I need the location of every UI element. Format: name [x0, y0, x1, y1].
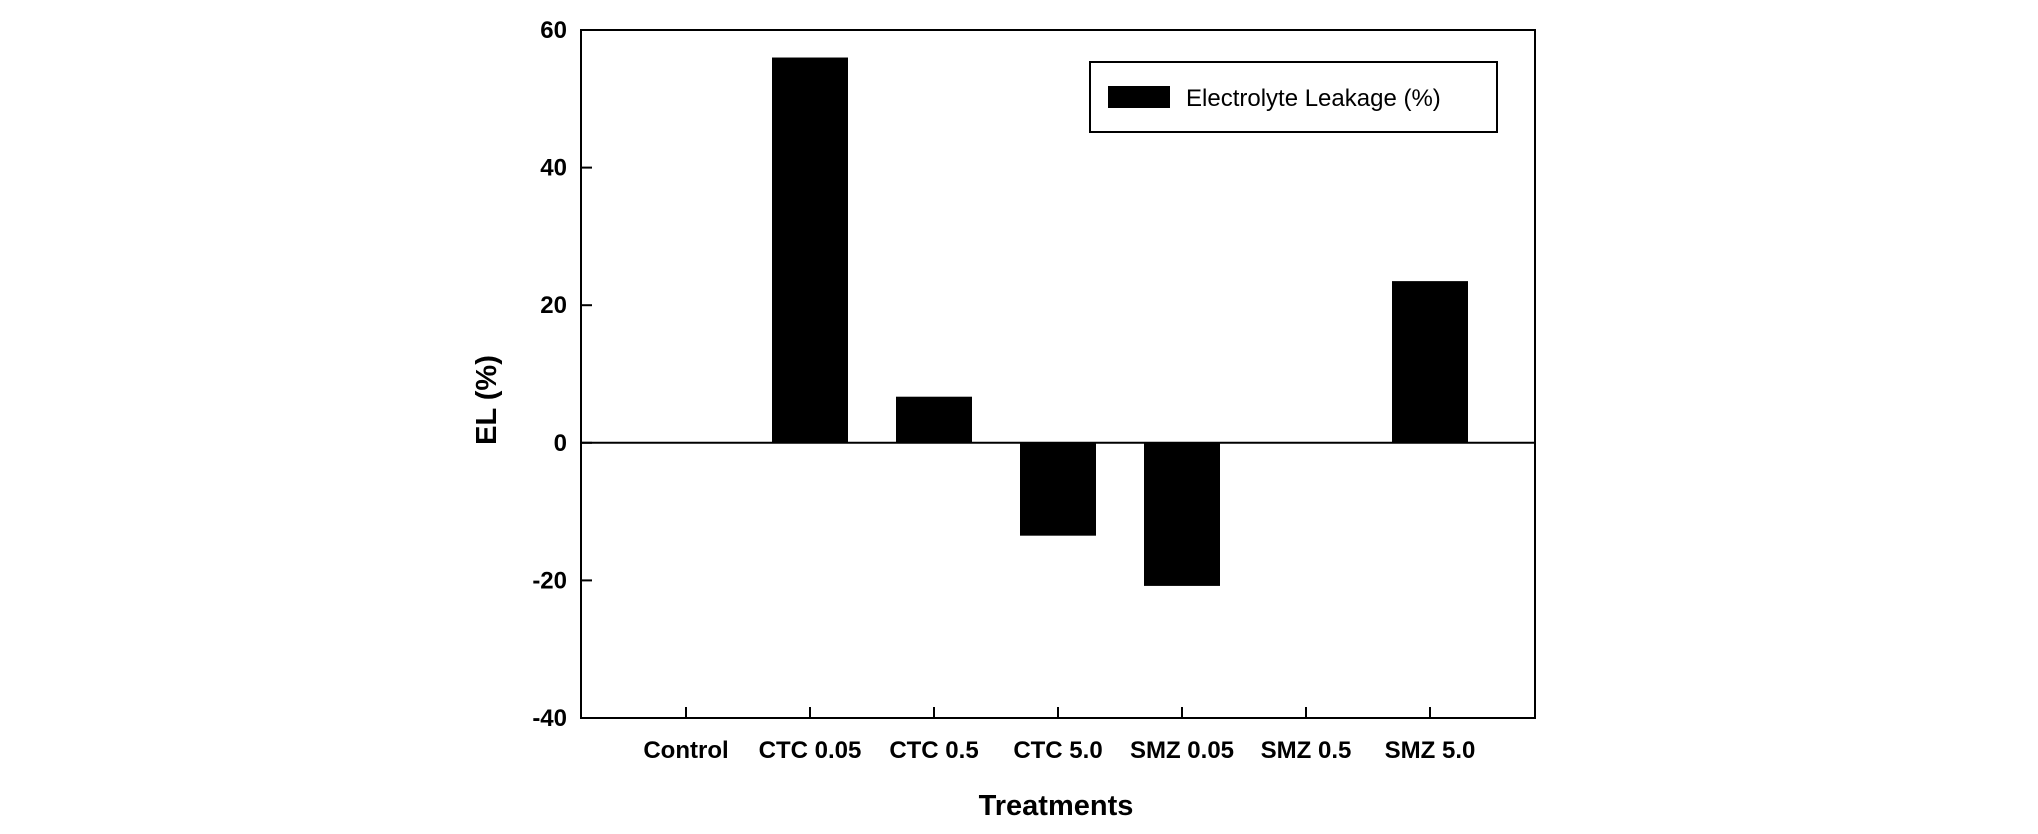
plot-area-frame — [580, 29, 1536, 719]
y-tick-label: 0 — [554, 430, 567, 457]
x-tick-label: SMZ 5.0 — [1385, 737, 1476, 764]
x-tick-label: SMZ 0.05 — [1130, 737, 1234, 764]
y-axis: -40 -20 0 20 40 60 — [532, 17, 592, 732]
y-tick-label: -40 — [532, 705, 567, 732]
plot-frame-layer — [580, 29, 1536, 719]
legend-label: Electrolyte Leakage (%) — [1186, 85, 1441, 112]
y-axis-title: EL (%) — [471, 355, 503, 445]
x-tick-label: CTC 0.05 — [759, 737, 862, 764]
legend-swatch — [1108, 86, 1170, 108]
bar-ctc-0-5 — [896, 396, 972, 443]
bar-ctc-0-05 — [772, 57, 848, 443]
bars-layer — [772, 57, 1468, 586]
x-tick-label: SMZ 0.5 — [1261, 737, 1352, 764]
y-tick-label: -20 — [532, 567, 567, 594]
x-axis-title: Treatments — [979, 790, 1134, 822]
legend: Electrolyte Leakage (%) — [1089, 61, 1498, 133]
bar-ctc-5-0 — [1020, 442, 1096, 536]
x-axis: Control CTC 0.05 CTC 0.5 CTC 5.0 SMZ 0.05 SMZ… — [643, 707, 1475, 764]
y-tick-label: 20 — [540, 292, 567, 319]
y-tick-label: 40 — [540, 155, 567, 182]
bar-smz-5-0 — [1392, 281, 1468, 443]
x-tick-label: Control — [643, 737, 728, 764]
x-tick-label: CTC 5.0 — [1013, 737, 1102, 764]
x-tick-label: CTC 0.5 — [889, 737, 978, 764]
bar-smz-0-05 — [1144, 442, 1220, 586]
y-tick-label: 60 — [540, 17, 567, 44]
